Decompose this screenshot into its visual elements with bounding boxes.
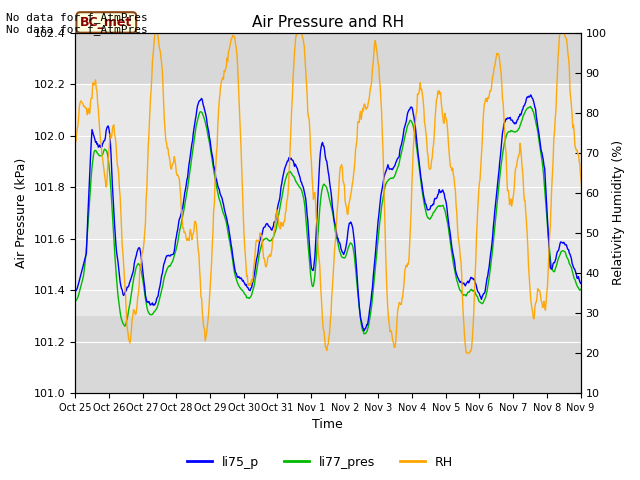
- Text: No data for f_AtmPres: No data for f_AtmPres: [6, 12, 148, 23]
- Title: Air Pressure and RH: Air Pressure and RH: [252, 15, 404, 30]
- Text: No data for f_AtmPres: No data for f_AtmPres: [6, 24, 148, 35]
- Bar: [75, 84, 580, 316]
- Legend: li75_p, li77_pres, RH: li75_p, li77_pres, RH: [182, 451, 458, 474]
- X-axis label: Time: Time: [312, 419, 343, 432]
- Text: BC_met: BC_met: [80, 16, 132, 29]
- Y-axis label: Relativity Humidity (%): Relativity Humidity (%): [612, 140, 625, 286]
- Y-axis label: Air Pressure (kPa): Air Pressure (kPa): [15, 158, 28, 268]
